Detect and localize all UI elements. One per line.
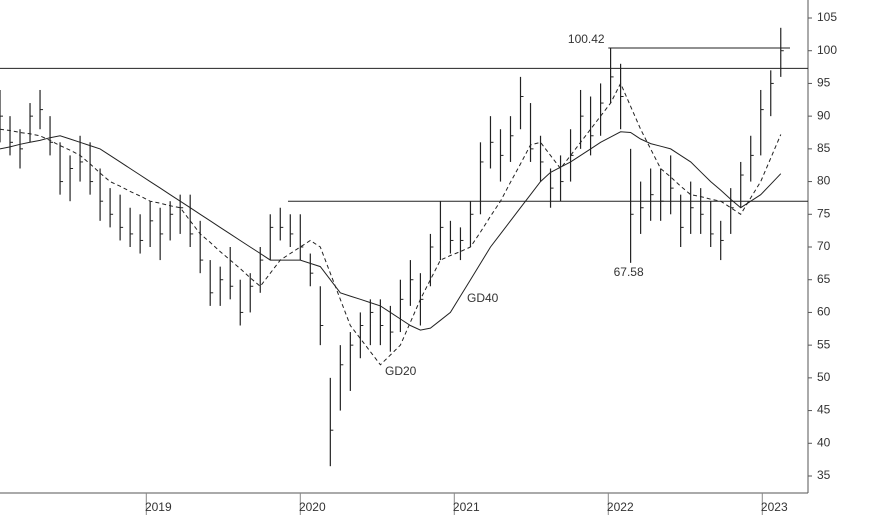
series-label: GD40 [467, 291, 499, 305]
y-tick-label: 80 [817, 174, 831, 188]
y-tick-label: 75 [817, 206, 831, 220]
y-tick-label: 50 [817, 370, 831, 384]
y-tick-label: 45 [817, 403, 831, 417]
y-tick-label: 65 [817, 272, 831, 286]
x-tick-label: 2022 [607, 500, 634, 514]
x-tick-label: 2021 [453, 500, 480, 514]
y-tick-label: 95 [817, 76, 831, 90]
y-tick-label: 105 [817, 10, 837, 24]
y-tick-label: 35 [817, 468, 831, 482]
high-annotation: 100.42 [568, 32, 605, 46]
y-tick-label: 85 [817, 141, 831, 155]
y-tick-label: 90 [817, 108, 831, 122]
y-tick-label: 70 [817, 239, 831, 253]
low-annotation: 67.58 [614, 265, 644, 279]
x-tick-label: 2019 [145, 500, 172, 514]
series-label: GD20 [385, 364, 417, 378]
y-tick-label: 60 [817, 305, 831, 319]
x-tick-label: 2023 [761, 500, 788, 514]
y-tick-label: 100 [817, 43, 837, 57]
x-tick-label: 2020 [299, 500, 326, 514]
moving-average [0, 131, 782, 331]
y-tick-label: 40 [817, 435, 831, 449]
moving-average [0, 82, 782, 366]
y-tick-label: 55 [817, 337, 831, 351]
